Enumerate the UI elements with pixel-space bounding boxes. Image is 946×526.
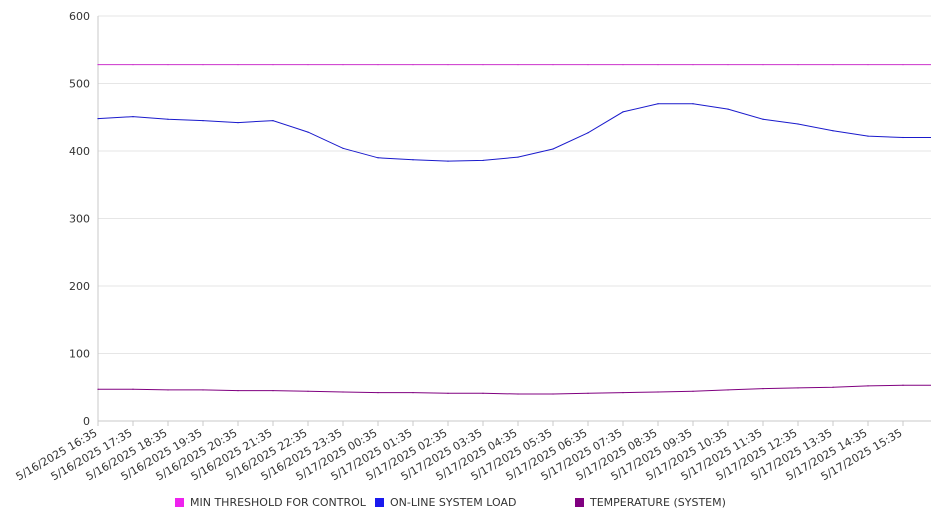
series-2-point bbox=[622, 392, 624, 394]
series-2-point bbox=[412, 392, 414, 394]
series-2-point bbox=[797, 387, 799, 389]
series-1-point bbox=[832, 130, 834, 132]
series-2-point bbox=[447, 392, 449, 394]
series-2-point bbox=[657, 391, 659, 393]
series-1-point bbox=[97, 118, 99, 120]
series-lines bbox=[97, 64, 931, 395]
series-2-point bbox=[482, 392, 484, 394]
series-2-point bbox=[237, 390, 239, 392]
series-2-point bbox=[552, 393, 554, 395]
series-2-point bbox=[832, 386, 834, 388]
series-1-point bbox=[412, 159, 414, 161]
series-1-point bbox=[342, 147, 344, 149]
series-2-point bbox=[307, 390, 309, 392]
series-0-point bbox=[622, 64, 624, 66]
series-1-point bbox=[307, 131, 309, 133]
series-0-point bbox=[167, 64, 169, 66]
series-0-point bbox=[377, 64, 379, 66]
series-0-point bbox=[307, 64, 309, 66]
series-2-point bbox=[167, 389, 169, 391]
series-0-point bbox=[902, 64, 904, 66]
series-1-point bbox=[657, 103, 659, 105]
series-1-point bbox=[482, 159, 484, 162]
x-axis-ticks: 5/16/2025 16:355/16/2025 17:355/16/2025 … bbox=[14, 421, 905, 483]
series-2-point bbox=[902, 384, 904, 386]
y-tick-label: 300 bbox=[69, 213, 90, 226]
series-2-point bbox=[202, 389, 204, 391]
series-1-point bbox=[237, 122, 239, 124]
grid-lines bbox=[98, 15, 931, 354]
series-1-point bbox=[202, 120, 204, 122]
series-0-point bbox=[832, 64, 834, 66]
series-0-point bbox=[202, 64, 204, 66]
series-1-point bbox=[587, 132, 589, 134]
legend-item-temperature[interactable]: TEMPERATURE (SYSTEM) bbox=[575, 496, 726, 509]
series-0-point bbox=[412, 64, 414, 66]
y-tick-label: 0 bbox=[83, 415, 90, 428]
series-1-point bbox=[902, 136, 904, 139]
series-1-point bbox=[377, 157, 379, 159]
legend-swatch-min-threshold bbox=[175, 498, 184, 507]
series-0-point bbox=[517, 64, 519, 66]
y-tick-label: 600 bbox=[69, 10, 90, 23]
series-0-point bbox=[342, 64, 344, 66]
series-2-point bbox=[727, 389, 729, 391]
series-1-point bbox=[692, 103, 694, 105]
y-tick-label: 200 bbox=[69, 280, 90, 293]
series-1-point bbox=[552, 148, 554, 150]
series-0-point bbox=[272, 64, 274, 66]
series-2-point bbox=[342, 391, 344, 393]
series-2-point bbox=[272, 390, 274, 392]
y-tick-label: 400 bbox=[69, 145, 90, 158]
legend-label-temperature: TEMPERATURE (SYSTEM) bbox=[590, 496, 726, 509]
series-0-point bbox=[797, 64, 799, 66]
series-1-point bbox=[622, 111, 624, 113]
series-1-point bbox=[797, 123, 799, 125]
series-0-point bbox=[447, 64, 449, 66]
series-0-point bbox=[482, 64, 484, 66]
series-0-point bbox=[237, 64, 239, 66]
y-tick-label: 100 bbox=[69, 348, 90, 361]
series-1-point bbox=[727, 108, 729, 110]
series-1-point bbox=[762, 118, 764, 120]
series-0-point bbox=[657, 64, 659, 66]
legend-label-system-load: ON-LINE SYSTEM LOAD bbox=[390, 496, 517, 509]
series-2-point bbox=[97, 388, 99, 390]
series-2-point bbox=[517, 393, 519, 395]
axes bbox=[97, 16, 931, 422]
legend-item-min-threshold[interactable]: MIN THRESHOLD FOR CONTROL bbox=[175, 496, 366, 509]
legend: MIN THRESHOLD FOR CONTROL ON-LINE SYSTEM… bbox=[0, 496, 946, 516]
series-1-point bbox=[867, 135, 869, 137]
series-0-point bbox=[727, 64, 729, 66]
series-line-2 bbox=[98, 384, 931, 395]
series-1-point bbox=[167, 118, 169, 120]
legend-swatch-temperature bbox=[575, 498, 584, 507]
legend-swatch-system-load bbox=[375, 498, 384, 507]
series-0-point bbox=[692, 64, 694, 66]
series-1-point bbox=[447, 160, 449, 162]
series-1-point bbox=[272, 120, 274, 122]
series-0-point bbox=[552, 64, 554, 66]
series-0-point bbox=[762, 64, 764, 66]
series-1-point bbox=[517, 156, 519, 158]
y-tick-label: 500 bbox=[69, 78, 90, 91]
series-0-point bbox=[867, 64, 869, 66]
series-2-point bbox=[692, 390, 694, 392]
series-0-point bbox=[97, 64, 99, 66]
series-2-point bbox=[132, 388, 134, 390]
series-2-point bbox=[587, 392, 589, 394]
series-2-point bbox=[762, 388, 764, 390]
legend-label-min-threshold: MIN THRESHOLD FOR CONTROL bbox=[190, 496, 366, 509]
series-2-point bbox=[377, 392, 379, 394]
legend-item-system-load[interactable]: ON-LINE SYSTEM LOAD bbox=[375, 496, 516, 509]
series-0-point bbox=[587, 64, 589, 66]
y-axis-ticks: 0 100 200 300 400 500 600 bbox=[69, 10, 90, 428]
series-line-1 bbox=[97, 103, 931, 162]
series-0-point bbox=[132, 64, 134, 66]
series-1-point bbox=[132, 115, 134, 118]
series-2-point bbox=[867, 385, 869, 387]
